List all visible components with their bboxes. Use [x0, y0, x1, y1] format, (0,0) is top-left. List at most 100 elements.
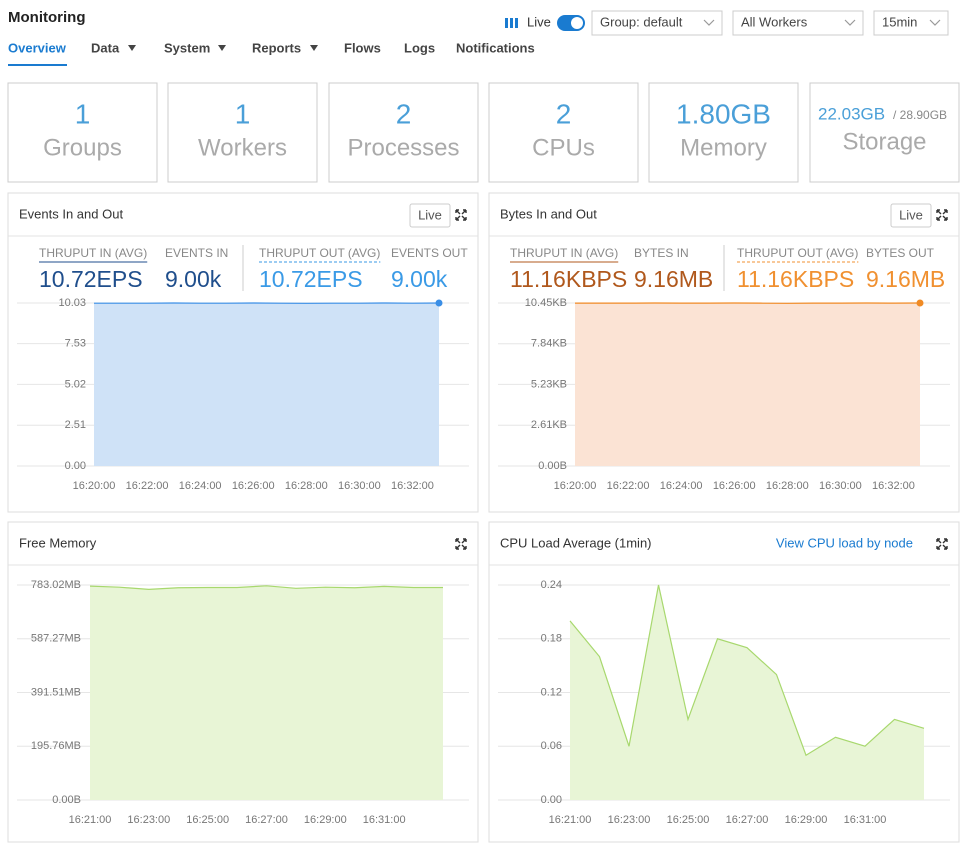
stat-value: 1 — [75, 98, 91, 129]
metric-label: THRUPUT OUT (AVG) — [259, 246, 380, 260]
expand-icon[interactable] — [936, 209, 948, 221]
stat-label: Groups — [43, 134, 122, 161]
x-tick-label: 16:31:00 — [363, 814, 406, 826]
x-tick-label: 16:20:00 — [73, 480, 116, 492]
metric-value: 10.72EPS — [39, 266, 143, 292]
group-select-label: Group: default — [600, 14, 683, 29]
metric-label: BYTES IN — [634, 246, 689, 260]
metric-label: THRUPUT IN (AVG) — [510, 246, 618, 260]
range-select-label: 15min — [882, 14, 917, 29]
panel-title: CPU Load Average (1min) — [500, 535, 652, 550]
metric-value: 10.72EPS — [259, 266, 363, 292]
live-button-label[interactable]: Live — [418, 207, 442, 222]
metric-value: 9.00k — [391, 266, 448, 292]
x-tick-label: 16:28:00 — [285, 480, 328, 492]
panel-link[interactable]: View CPU load by node — [776, 535, 913, 550]
x-tick-label: 16:23:00 — [127, 814, 170, 826]
live-button[interactable] — [890, 203, 932, 228]
area-line — [569, 584, 925, 757]
expand-icon[interactable] — [455, 538, 467, 550]
x-tick-label: 16:27:00 — [726, 814, 769, 826]
storage-total: / 28.90GB — [893, 108, 947, 122]
metric-label: BYTES OUT — [866, 246, 935, 260]
stat-card — [809, 82, 960, 183]
stat-card — [167, 82, 318, 183]
x-tick-label: 16:21:00 — [69, 814, 112, 826]
y-tick-label: 0.00 — [65, 460, 86, 472]
live-button-label[interactable]: Live — [899, 207, 923, 222]
x-tick-label: 16:24:00 — [179, 480, 222, 492]
expand-icon[interactable] — [455, 209, 467, 221]
y-tick-label: 10.45KB — [525, 297, 567, 309]
x-tick-label: 16:26:00 — [713, 480, 756, 492]
area-fill — [575, 303, 920, 466]
y-tick-label: 0.06 — [541, 740, 562, 752]
metric-label: THRUPUT IN (AVG) — [39, 246, 147, 260]
storage-label: Storage — [842, 128, 926, 155]
panel-title: Free Memory — [19, 535, 97, 550]
live-button[interactable] — [409, 203, 451, 228]
storage-used: 22.03GB — [818, 104, 885, 123]
x-tick-label: 16:26:00 — [232, 480, 275, 492]
workers-select[interactable] — [732, 10, 864, 36]
panel-title: Events In and Out — [19, 206, 123, 221]
area-fill — [94, 303, 439, 466]
page-title: Monitoring — [8, 9, 85, 26]
x-tick-label: 16:25:00 — [186, 814, 229, 826]
x-tick-label: 16:30:00 — [338, 480, 381, 492]
metric-value: 9.00k — [165, 266, 222, 292]
nav-tab[interactable]: Data — [91, 40, 120, 55]
x-tick-label: 16:21:00 — [549, 814, 592, 826]
stat-label: Memory — [680, 134, 767, 161]
stat-card — [328, 82, 479, 183]
stat-value: 1 — [235, 98, 251, 129]
y-tick-label: 2.61KB — [531, 419, 567, 431]
x-tick-label: 16:28:00 — [766, 480, 809, 492]
panel-title: Bytes In and Out — [500, 206, 597, 221]
stat-card — [488, 82, 639, 183]
x-tick-label: 16:24:00 — [660, 480, 703, 492]
nav-tab[interactable]: Reports — [252, 40, 301, 55]
workers-select-label: All Workers — [741, 14, 808, 29]
y-tick-label: 0.12 — [541, 686, 562, 698]
nav-tab[interactable]: Overview — [8, 40, 67, 55]
x-tick-label: 16:22:00 — [126, 480, 169, 492]
expand-icon[interactable] — [936, 538, 948, 550]
stat-label: Workers — [198, 134, 287, 161]
area-fill — [570, 585, 924, 800]
stat-value: 2 — [396, 98, 412, 129]
metric-label: THRUPUT OUT (AVG) — [737, 246, 858, 260]
y-tick-label: 0.18 — [541, 633, 562, 645]
x-tick-label: 16:27:00 — [245, 814, 288, 826]
x-tick-label: 16:32:00 — [391, 480, 434, 492]
live-label: Live — [527, 14, 551, 29]
y-tick-label: 10.03 — [58, 297, 86, 309]
nav-tab[interactable]: System — [164, 40, 210, 55]
x-tick-label: 16:31:00 — [844, 814, 887, 826]
y-tick-label: 2.51 — [65, 419, 86, 431]
metric-value: 11.16KBPS — [510, 266, 627, 292]
x-tick-label: 16:29:00 — [304, 814, 347, 826]
y-tick-label: 7.53 — [65, 338, 86, 350]
x-tick-label: 16:29:00 — [785, 814, 828, 826]
range-select[interactable] — [873, 10, 949, 36]
y-tick-label: 195.76MB — [31, 740, 81, 752]
x-tick-label: 16:22:00 — [607, 480, 650, 492]
metric-label: EVENTS OUT — [391, 246, 468, 260]
area-line — [89, 585, 443, 591]
stat-value: 2 — [556, 98, 572, 129]
y-tick-label: 783.02MB — [31, 579, 81, 591]
x-tick-label: 16:30:00 — [819, 480, 862, 492]
nav-tab[interactable]: Flows — [344, 40, 381, 55]
y-tick-label: 0.00B — [52, 794, 81, 806]
last-point — [916, 299, 924, 307]
stat-card — [648, 82, 799, 183]
nav-tab[interactable]: Logs — [404, 40, 435, 55]
metric-value: 11.16KBPS — [737, 266, 854, 292]
group-select[interactable] — [591, 10, 723, 36]
x-tick-label: 16:20:00 — [554, 480, 597, 492]
y-tick-label: 0.00 — [541, 794, 562, 806]
x-tick-label: 16:25:00 — [667, 814, 710, 826]
nav-tab[interactable]: Notifications — [456, 40, 535, 55]
